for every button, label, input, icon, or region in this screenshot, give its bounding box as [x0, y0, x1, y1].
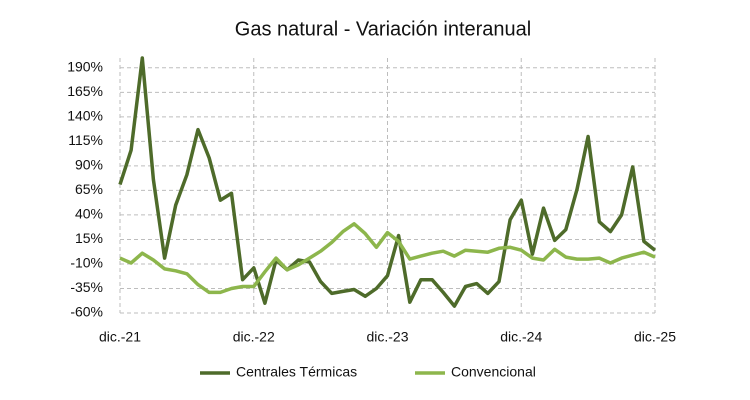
legend-label: Centrales Térmicas	[236, 364, 357, 380]
y-tick-label: 90%	[75, 157, 103, 173]
y-tick-label: -10%	[70, 255, 103, 271]
y-tick-label: 65%	[75, 181, 103, 197]
y-tick-label: 190%	[67, 59, 103, 75]
y-tick-label: 140%	[67, 108, 103, 124]
y-tick-label: 115%	[68, 132, 103, 148]
y-tick-label: 15%	[75, 230, 103, 246]
series-line	[119, 222, 656, 295]
x-tick-label: dic.-25	[634, 329, 676, 345]
y-tick-label: 40%	[75, 206, 103, 222]
y-tick-label: 165%	[67, 83, 103, 99]
y-tick-label: -35%	[70, 279, 103, 295]
x-tick-label: dic.-22	[233, 329, 275, 345]
series-line	[118, 56, 657, 308]
x-tick-label: dic.-21	[99, 329, 141, 345]
y-tick-label: -60%	[70, 304, 103, 320]
legend-label: Convencional	[451, 364, 536, 380]
x-tick-label: dic.-24	[500, 329, 542, 345]
chart-title: Gas natural - Variación interanual	[235, 18, 531, 40]
x-tick-label: dic.-23	[366, 329, 408, 345]
